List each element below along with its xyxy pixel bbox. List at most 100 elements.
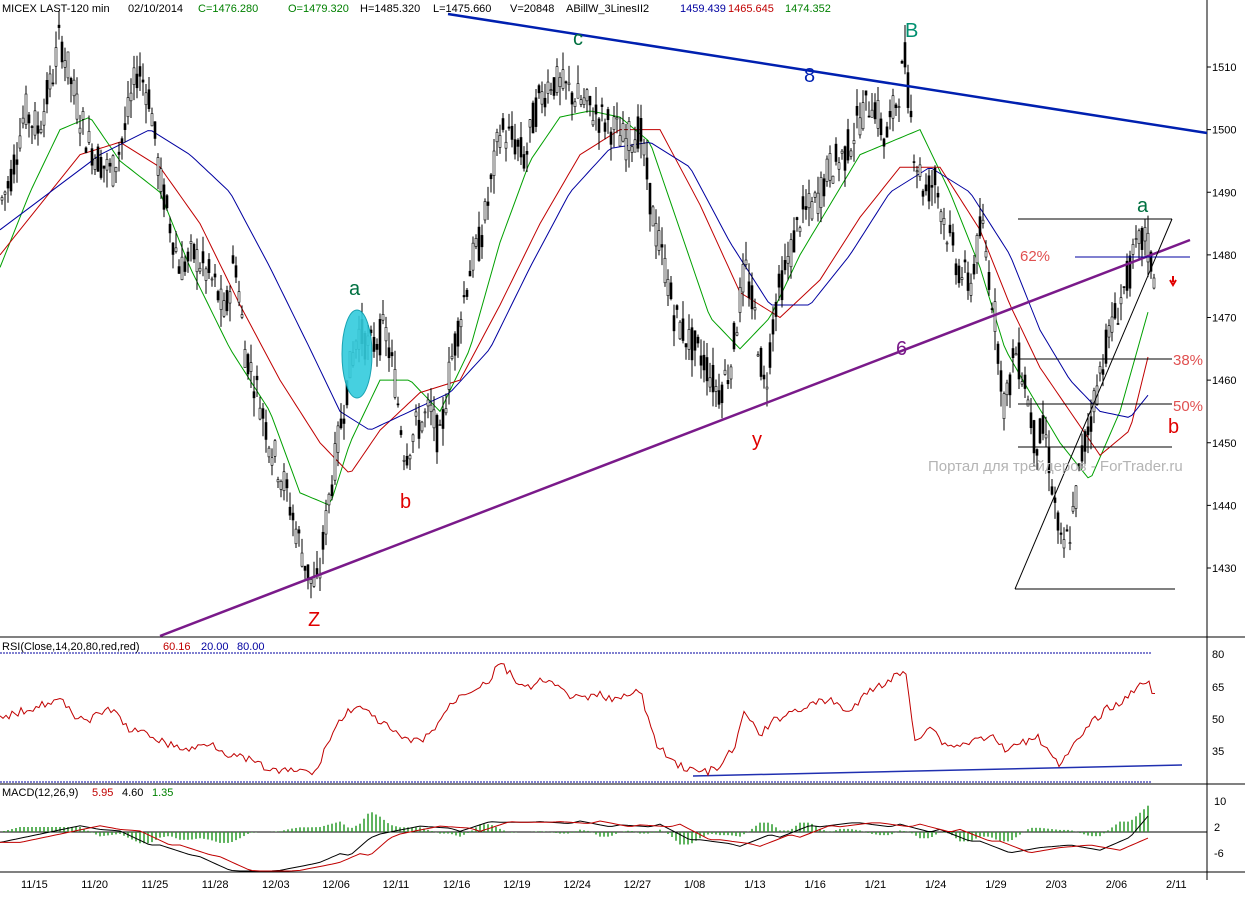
candle-body — [117, 151, 121, 155]
candle-body — [237, 291, 241, 303]
date-tick-label: 12/06 — [322, 879, 350, 891]
candle-body — [879, 118, 883, 136]
candle-body — [417, 419, 421, 439]
candle-body — [1113, 303, 1117, 319]
candle-body — [246, 354, 250, 375]
candle-body — [924, 184, 928, 192]
candle-body — [315, 568, 319, 576]
date-tick-label: 1/24 — [925, 879, 946, 891]
candle-body — [471, 242, 475, 271]
candle-body — [378, 319, 382, 356]
candle-body — [213, 273, 217, 278]
candle-body — [120, 138, 124, 143]
candle-body — [552, 77, 556, 96]
candle-body — [309, 579, 313, 584]
candles — [0, 11, 1156, 599]
candle-body — [75, 93, 79, 120]
candle-body — [621, 123, 625, 142]
candle-body — [546, 81, 550, 94]
price-tick-label: 1440 — [1212, 500, 1236, 512]
candle-body — [771, 319, 775, 335]
down-arrow-icon — [1169, 276, 1177, 287]
candle-body — [261, 408, 265, 419]
candle-body — [1134, 238, 1138, 240]
candle-body — [807, 193, 811, 209]
date-tick-label: 12/03 — [262, 879, 290, 891]
candle-body — [669, 282, 673, 300]
candle-body — [687, 329, 691, 350]
candle-body — [693, 330, 697, 351]
trendline-label-8: 8 — [804, 65, 815, 87]
rsi-trendline — [692, 764, 1183, 777]
candle-body — [27, 114, 31, 124]
candle-body — [1065, 529, 1069, 532]
candle-body — [543, 97, 547, 108]
candle-body — [1032, 420, 1036, 454]
candle-body — [126, 97, 130, 118]
candle-body — [324, 510, 328, 535]
candle-body — [789, 239, 793, 268]
candle-body — [900, 61, 904, 64]
candle-body — [1071, 506, 1075, 512]
candle-body — [168, 223, 172, 234]
candle-body — [603, 122, 607, 132]
candle-body — [0, 197, 4, 201]
candle-body — [393, 369, 397, 398]
candle-body — [576, 83, 580, 99]
price-tick-label: 1450 — [1212, 438, 1236, 450]
candle-body — [714, 386, 718, 392]
candle-body — [798, 227, 802, 233]
candle-body — [171, 242, 175, 255]
candle-body — [1026, 399, 1030, 407]
candle-body — [1080, 445, 1084, 462]
candle-body — [42, 111, 46, 126]
candle-body — [339, 418, 343, 429]
candle-body — [573, 101, 577, 107]
candle-body — [93, 158, 97, 170]
candle-body — [861, 102, 865, 130]
candle-body — [741, 264, 745, 293]
candle-body — [960, 277, 964, 280]
candle-body — [630, 146, 634, 153]
candle-body — [708, 377, 712, 388]
candle-body — [1116, 323, 1120, 325]
candle-body — [975, 235, 979, 264]
candle-body — [570, 92, 574, 105]
candle-body — [1104, 329, 1108, 364]
header-ind-red: 1465.645 — [728, 3, 774, 15]
candle-body — [519, 137, 523, 158]
candle-body — [81, 111, 85, 120]
candle-body — [399, 430, 403, 435]
candle-body — [453, 333, 457, 356]
candle-body — [402, 459, 406, 462]
macd-value: 5.95 — [92, 787, 113, 799]
candle-body — [981, 219, 985, 224]
date-tick-label: 1/29 — [985, 879, 1006, 891]
candle-body — [294, 528, 298, 545]
candle-body — [855, 105, 859, 116]
candle-body — [558, 77, 562, 88]
candle-body — [828, 153, 832, 181]
candle-body — [1125, 260, 1129, 291]
candle-body — [1089, 416, 1093, 432]
candle-body — [897, 106, 901, 108]
header-indicator: ABillW_3LinesII2 — [566, 3, 649, 15]
candle-body — [204, 268, 208, 281]
candle-body — [438, 424, 442, 426]
candle-body — [495, 131, 499, 143]
candle-body — [462, 295, 466, 298]
header-volume: V=20848 — [510, 3, 554, 15]
candle-body — [225, 290, 229, 312]
candle-body — [1029, 412, 1033, 429]
candle-body — [882, 138, 886, 147]
candle-body — [99, 157, 103, 178]
date-tick-label: 12/11 — [383, 879, 410, 891]
candle-body — [666, 279, 670, 297]
trendline-label-6: 6 — [896, 338, 907, 360]
candle-body — [783, 260, 787, 271]
candle-body — [1131, 244, 1135, 255]
candle-body — [591, 120, 595, 126]
date-tick-label: 12/19 — [503, 879, 531, 891]
candle-body — [1068, 542, 1072, 544]
candle-body — [129, 92, 133, 102]
